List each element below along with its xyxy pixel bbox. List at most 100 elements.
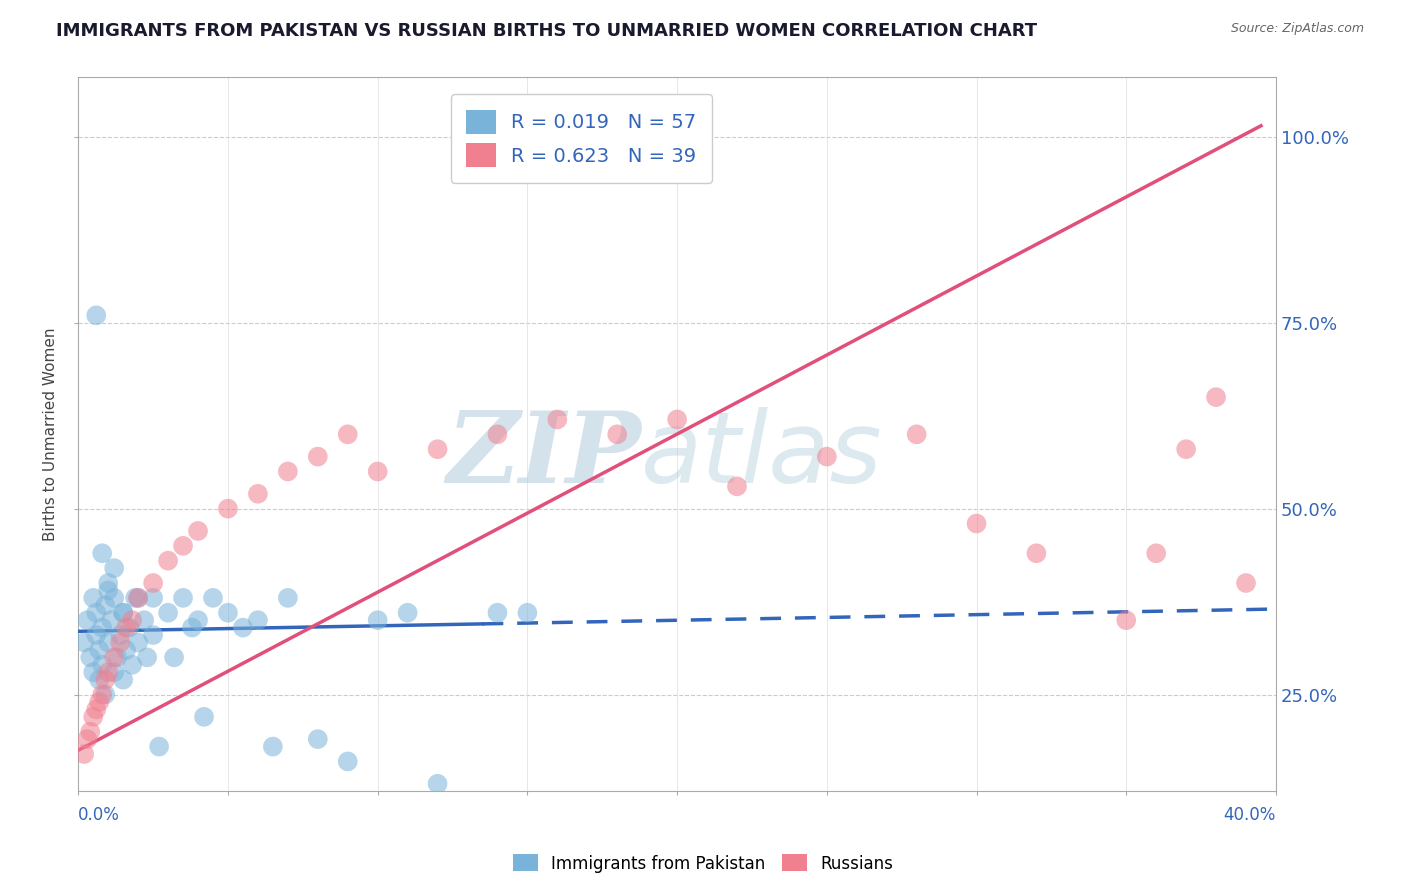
Point (1205, 390, 1227, 404)
Point (157, 554, 180, 568)
Point (89, 643, 111, 657)
Point (76, 732, 98, 747)
Point (94, 688, 117, 702)
Point (76, 613, 98, 627)
Point (426, 442, 449, 457)
Text: Source: ZipAtlas.com: Source: ZipAtlas.com (1230, 22, 1364, 36)
Point (82, 665, 104, 680)
Point (89, 695, 111, 709)
Point (606, 427, 628, 442)
Point (815, 450, 838, 464)
Point (84, 309, 107, 323)
Point (115, 621, 138, 635)
Point (84, 702, 107, 716)
Point (118, 621, 141, 635)
Legend: Immigrants from Pakistan, Russians: Immigrants from Pakistan, Russians (506, 847, 900, 880)
Text: atlas: atlas (641, 408, 883, 504)
Point (966, 516, 988, 531)
Point (121, 613, 143, 627)
Legend: R = 0.019   N = 57, R = 0.623   N = 39: R = 0.019 N = 57, R = 0.623 N = 39 (451, 95, 711, 183)
Point (103, 665, 125, 680)
Point (103, 561, 125, 575)
Point (336, 427, 359, 442)
Point (115, 643, 138, 657)
Point (367, 613, 389, 627)
Point (1144, 546, 1167, 560)
Point (112, 673, 135, 687)
Point (91, 688, 114, 702)
Point (79, 724, 101, 739)
Point (121, 657, 143, 672)
Point (277, 591, 299, 605)
Point (82, 591, 104, 605)
Point (201, 591, 224, 605)
Point (112, 606, 135, 620)
Point (100, 613, 122, 627)
Point (307, 732, 329, 747)
Point (127, 591, 149, 605)
Point (103, 650, 125, 665)
Point (172, 591, 194, 605)
Point (396, 606, 419, 620)
Text: IMMIGRANTS FROM PAKISTAN VS RUSSIAN BIRTHS TO UNMARRIED WOMEN CORRELATION CHART: IMMIGRANTS FROM PAKISTAN VS RUSSIAN BIRT… (56, 22, 1038, 40)
Point (157, 606, 180, 620)
Point (136, 650, 159, 665)
Point (277, 465, 299, 479)
Point (217, 501, 239, 516)
Point (97, 665, 120, 680)
Text: ZIP: ZIP (446, 408, 641, 504)
Point (172, 539, 194, 553)
Point (89, 673, 111, 687)
Point (82, 710, 104, 724)
Point (142, 628, 165, 642)
Point (426, 777, 449, 791)
Point (187, 524, 209, 538)
Point (105, 650, 128, 665)
Point (127, 591, 149, 605)
Point (336, 755, 359, 769)
Point (94, 673, 117, 687)
Point (666, 412, 689, 426)
Point (246, 487, 269, 501)
Point (97, 583, 120, 598)
Point (84, 628, 107, 642)
Point (103, 591, 125, 605)
Point (367, 465, 389, 479)
Point (91, 621, 114, 635)
Point (181, 621, 204, 635)
Point (262, 739, 284, 754)
Point (1025, 546, 1047, 560)
Point (163, 650, 186, 665)
Point (73, 635, 96, 649)
Point (97, 576, 120, 591)
Point (97, 635, 120, 649)
Point (84, 606, 107, 620)
Point (79, 650, 101, 665)
Point (142, 591, 165, 605)
Point (91, 657, 114, 672)
Point (127, 635, 149, 649)
Point (217, 606, 239, 620)
Point (148, 739, 170, 754)
Point (486, 606, 509, 620)
Point (94, 599, 117, 613)
Point (246, 613, 269, 627)
Point (905, 427, 928, 442)
Point (516, 606, 538, 620)
Point (142, 576, 165, 591)
Point (187, 613, 209, 627)
Point (232, 621, 254, 635)
Point (307, 450, 329, 464)
Point (108, 635, 131, 649)
Point (1175, 442, 1198, 457)
Point (91, 546, 114, 560)
Point (1234, 576, 1257, 591)
Text: 40.0%: 40.0% (1223, 806, 1277, 824)
Point (112, 606, 135, 620)
Point (725, 479, 748, 493)
Text: 0.0%: 0.0% (79, 806, 120, 824)
Point (134, 613, 156, 627)
Point (193, 710, 215, 724)
Y-axis label: Births to Unmarried Women: Births to Unmarried Women (44, 327, 58, 541)
Point (73, 747, 96, 761)
